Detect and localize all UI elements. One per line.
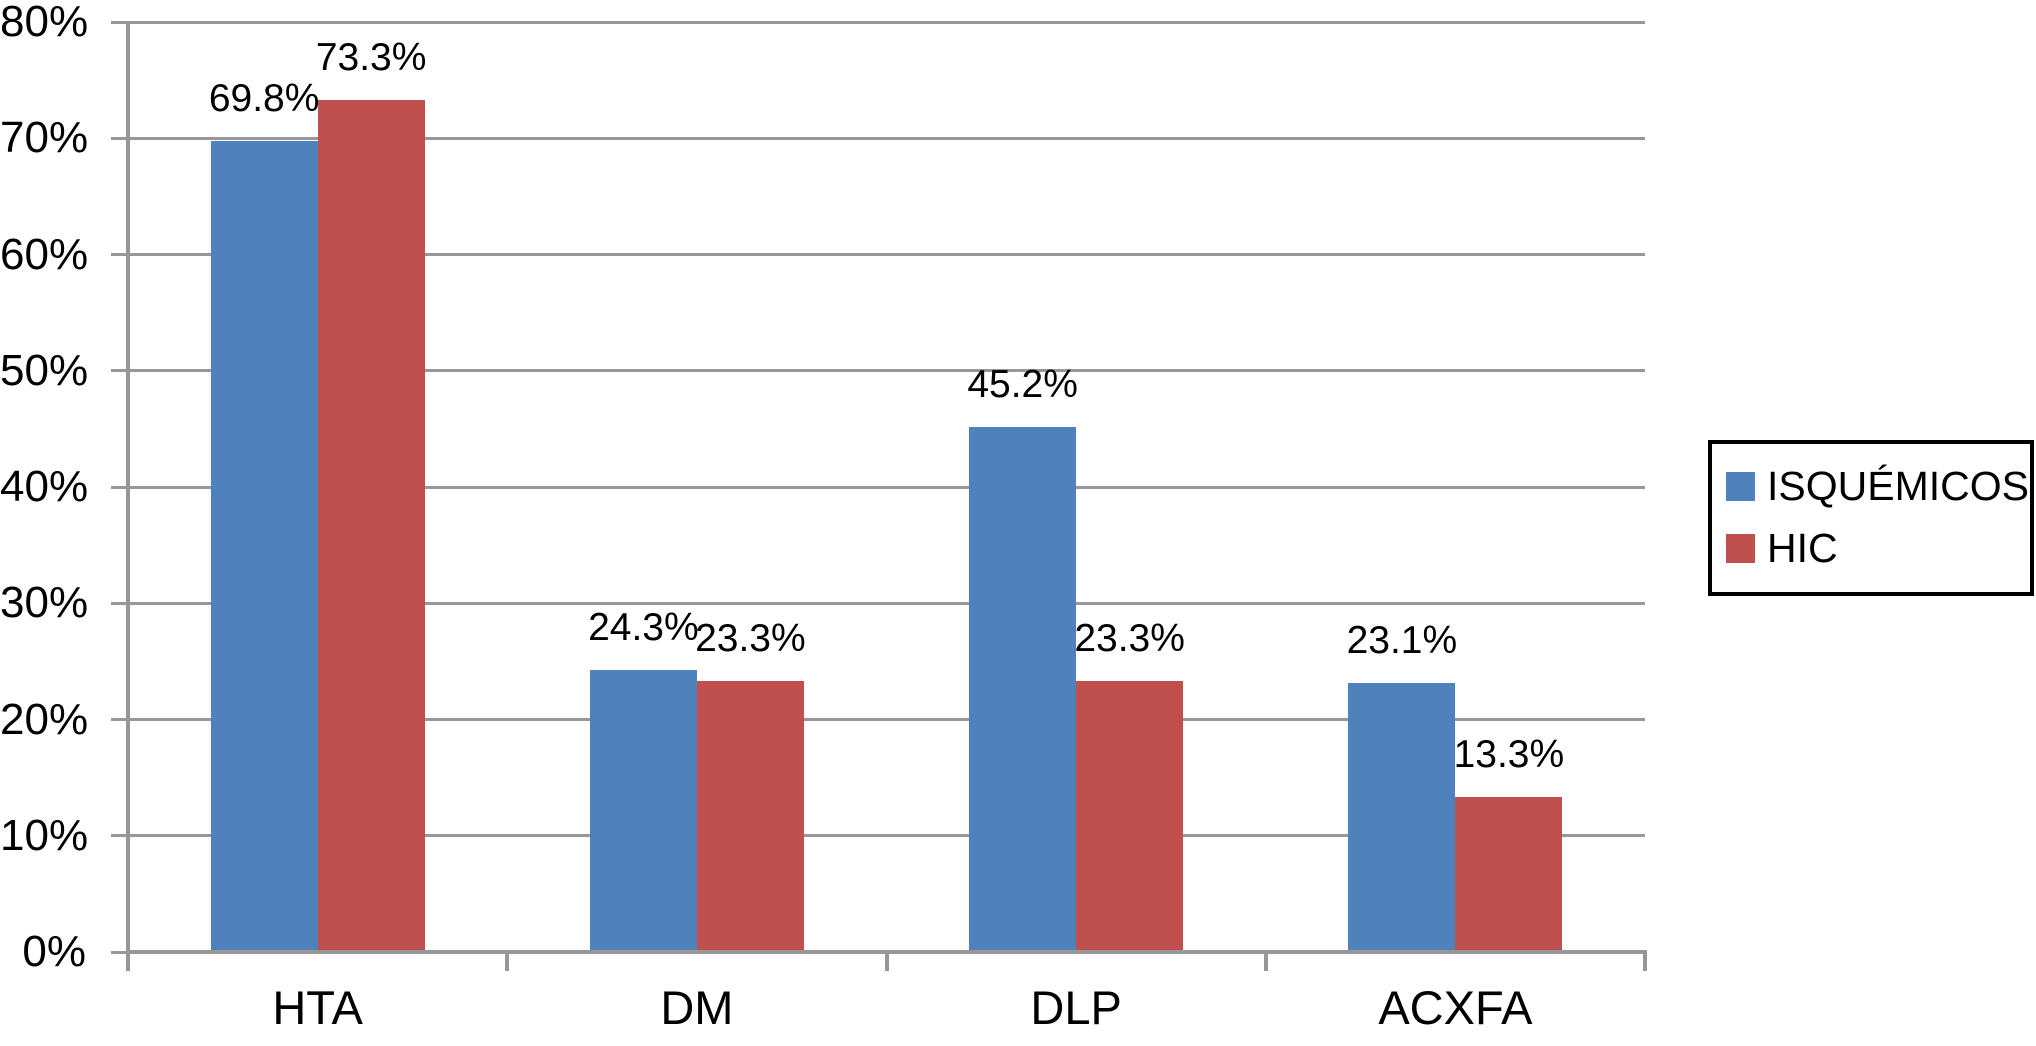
x-tick-boundary [884, 954, 889, 971]
gridline-10pct [128, 834, 1645, 838]
gridline-30pct [128, 601, 1645, 605]
y-axis-label: 50% [0, 345, 89, 395]
y-axis-label: 30% [0, 578, 89, 628]
y-tick-0% [111, 950, 128, 954]
legend-swatch-hic-icon [1726, 533, 1755, 563]
y-axis-label: 80% [0, 0, 89, 46]
y-axis-label: 70% [0, 113, 89, 163]
bar-value-label: 23.3% [695, 617, 806, 661]
gridline-40pct [128, 485, 1645, 489]
bar-value-label: 73.3% [315, 35, 427, 79]
bar-isquémicos-acxfa [1348, 683, 1456, 952]
y-axis-label: 60% [0, 229, 89, 279]
bar-isquémicos-dlp [969, 426, 1077, 952]
bar-value-label: 24.3% [588, 605, 699, 649]
x-tick-boundary [126, 954, 130, 971]
bar-hic-hta [317, 99, 425, 952]
y-tick-20% [111, 718, 128, 721]
gridline-50pct [128, 369, 1645, 373]
x-axis-label-hta: HTA [272, 981, 363, 1034]
x-axis-line [126, 950, 1647, 954]
legend-label-isquemicos: ISQUÉMICOS [1767, 463, 2029, 509]
legend-item-isquemicos: ISQUÉMICOS [1726, 464, 2029, 508]
bar-hic-acxfa [1455, 797, 1563, 952]
y-axis-label: 40% [0, 462, 89, 511]
x-tick-boundary [505, 954, 510, 971]
x-axis-label-acxfa: ACXFA [1378, 981, 1533, 1034]
y-tick-10% [111, 834, 128, 838]
bar-hic-dm [696, 681, 804, 952]
bar-isquémicos-hta [210, 140, 318, 952]
bar-value-label: 23.3% [1074, 617, 1185, 661]
gridline-60pct [128, 253, 1645, 256]
x-axis-label-dlp: DLP [1030, 981, 1122, 1034]
y-tick-40% [111, 485, 128, 489]
legend-label-hic: HIC [1767, 525, 1838, 571]
y-axis-line [126, 22, 130, 966]
legend: ISQUÉMICOS HIC [1708, 440, 2034, 596]
gridline-70pct [128, 136, 1645, 140]
y-tick-80% [111, 20, 128, 24]
x-axis-label-dm: DM [660, 981, 734, 1034]
legend-item-hic: HIC [1726, 526, 2024, 570]
bar-hic-dlp [1076, 681, 1184, 952]
x-tick-boundary [1643, 954, 1647, 971]
legend-swatch-isquemicos-icon [1726, 471, 1755, 501]
y-axis-label: 0% [22, 927, 86, 976]
gridline-80pct [128, 20, 1645, 24]
y-tick-60% [111, 253, 128, 256]
bar-value-label: 13.3% [1453, 733, 1565, 777]
bar-value-label: 23.1% [1346, 619, 1458, 663]
bar-value-label: 69.8% [208, 76, 320, 120]
bar-value-label: 45.2% [967, 362, 1078, 406]
x-tick-boundary [1263, 954, 1268, 971]
bar-isquémicos-dm [589, 669, 697, 952]
y-tick-30% [111, 601, 128, 605]
gridline-20pct [128, 718, 1645, 721]
y-tick-50% [111, 369, 128, 373]
y-axis-label: 10% [0, 810, 89, 860]
plot-area: 69.8% 24.3% 45.2% 23.1% 73.3% 23.3% 23.3% 13.3% [128, 20, 1645, 952]
y-tick-70% [111, 136, 128, 140]
y-axis-label: 20% [0, 694, 89, 744]
